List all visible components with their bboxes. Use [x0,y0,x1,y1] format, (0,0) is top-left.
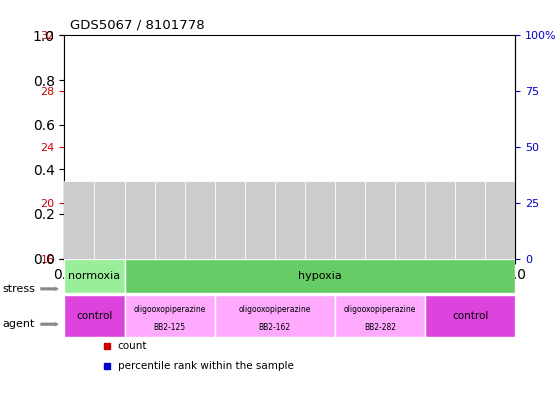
Bar [372,74,388,259]
Bar [335,182,365,259]
Bar [425,182,455,259]
Text: control: control [452,311,488,321]
Text: BB2-162: BB2-162 [259,323,291,332]
Text: control: control [76,311,113,321]
Bar [485,182,515,259]
Bar [131,164,148,259]
Bar [395,182,425,259]
Bar [365,182,395,259]
Text: normoxia: normoxia [68,271,120,281]
Bar [64,294,124,337]
Text: oligooxopiperazine: oligooxopiperazine [344,305,416,314]
Bar [251,140,268,259]
Bar [95,182,124,259]
Bar [214,182,245,259]
Text: BB2-282: BB2-282 [364,323,396,332]
Bar [161,154,178,259]
Text: oligooxopiperazine: oligooxopiperazine [133,305,206,314]
Bar [155,182,185,259]
Bar [432,126,449,259]
Bar [101,189,118,259]
Bar [455,182,485,259]
Text: hypoxia: hypoxia [298,271,342,281]
Text: stress: stress [3,284,36,294]
Bar [64,259,124,293]
Bar [64,182,95,259]
Bar [305,182,335,259]
Bar [245,182,275,259]
Bar [342,108,358,259]
Bar [71,242,88,259]
Bar [124,294,214,337]
Text: oligooxopiperazine: oligooxopiperazine [239,305,311,314]
Text: count: count [118,341,147,351]
Bar [492,147,508,259]
Bar [124,182,155,259]
Bar [275,182,305,259]
Text: GDS5067 / 8101778: GDS5067 / 8101778 [70,18,204,31]
Bar [185,182,214,259]
Bar [425,294,515,337]
Bar [282,49,298,259]
Text: BB2-125: BB2-125 [153,323,186,332]
Bar [192,206,208,259]
Text: agent: agent [3,319,35,329]
Bar [402,83,418,259]
Bar [335,294,425,337]
Bar [311,74,328,259]
Bar [214,294,335,337]
Bar [124,259,515,293]
Text: percentile rank within the sample: percentile rank within the sample [118,361,293,371]
Bar [462,144,478,259]
Bar [221,241,238,259]
